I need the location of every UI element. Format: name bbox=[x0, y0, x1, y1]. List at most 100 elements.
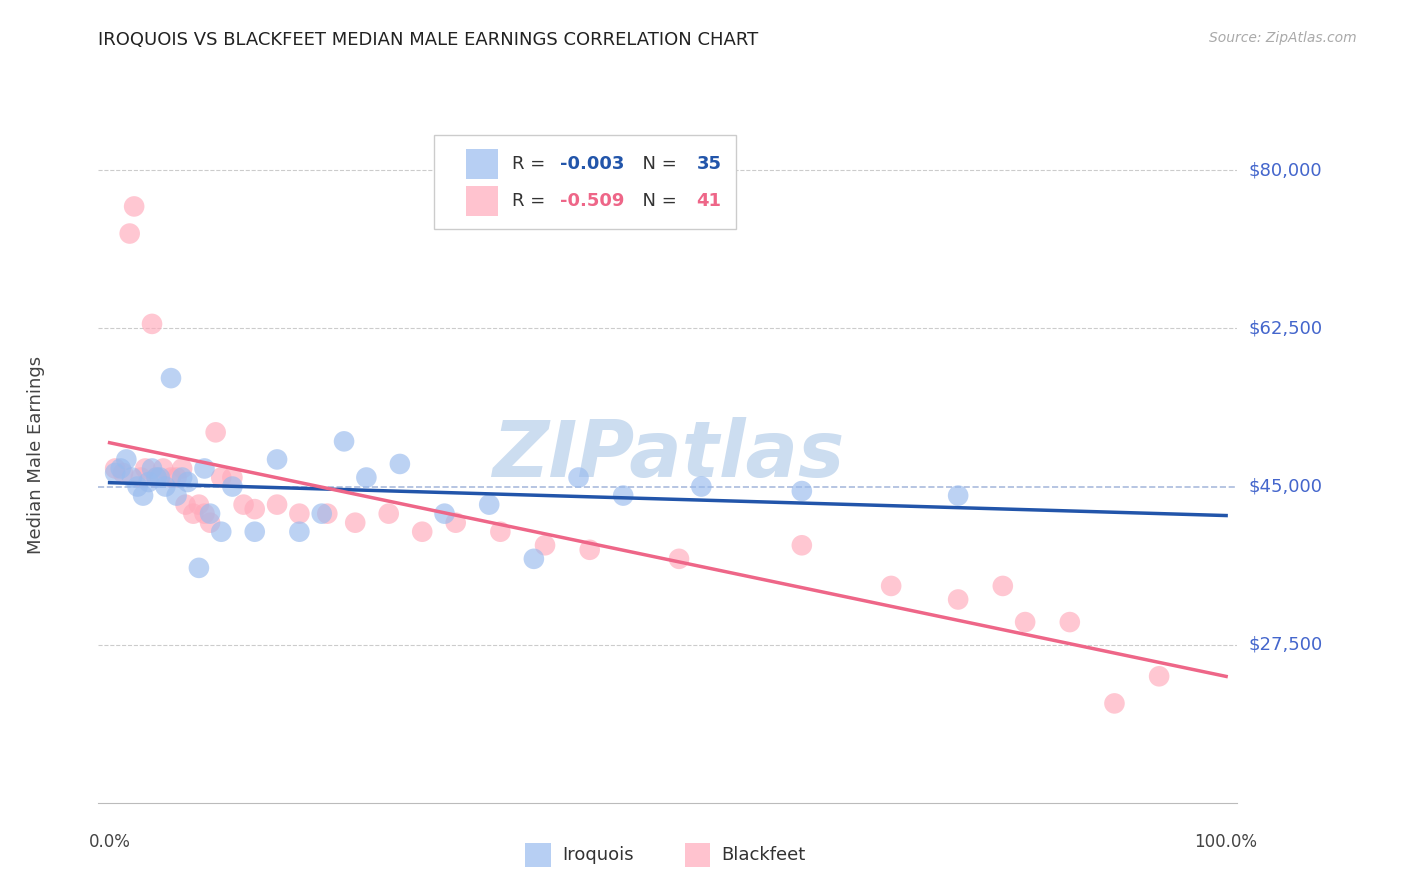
Point bbox=[187, 561, 209, 575]
Point bbox=[1059, 615, 1081, 629]
Point bbox=[489, 524, 512, 539]
Text: Iroquois: Iroquois bbox=[562, 846, 634, 864]
FancyBboxPatch shape bbox=[467, 186, 498, 216]
Point bbox=[209, 470, 232, 484]
Point bbox=[160, 470, 183, 484]
Text: -0.509: -0.509 bbox=[560, 192, 624, 210]
Point bbox=[221, 470, 243, 484]
Point bbox=[118, 227, 141, 241]
Point bbox=[534, 538, 557, 552]
Point bbox=[333, 434, 356, 449]
Text: ZIPatlas: ZIPatlas bbox=[492, 417, 844, 493]
Point bbox=[132, 489, 155, 503]
Point bbox=[668, 551, 690, 566]
Point bbox=[1147, 669, 1170, 683]
Point bbox=[145, 470, 167, 484]
FancyBboxPatch shape bbox=[467, 149, 498, 179]
Point bbox=[177, 475, 200, 489]
Text: IROQUOIS VS BLACKFEET MEDIAN MALE EARNINGS CORRELATION CHART: IROQUOIS VS BLACKFEET MEDIAN MALE EARNIN… bbox=[98, 31, 759, 49]
Text: $62,500: $62,500 bbox=[1249, 319, 1323, 337]
Point bbox=[198, 507, 221, 521]
Point bbox=[138, 475, 160, 489]
Point bbox=[266, 452, 288, 467]
Point bbox=[344, 516, 367, 530]
Point bbox=[155, 479, 177, 493]
Point bbox=[193, 461, 215, 475]
Point bbox=[946, 592, 969, 607]
Point bbox=[204, 425, 226, 440]
Point bbox=[183, 507, 205, 521]
Point bbox=[377, 507, 399, 521]
Point bbox=[316, 507, 339, 521]
Point bbox=[172, 470, 194, 484]
Text: 41: 41 bbox=[696, 192, 721, 210]
Point bbox=[880, 579, 903, 593]
Text: 100.0%: 100.0% bbox=[1195, 833, 1257, 851]
Point bbox=[567, 470, 589, 484]
Point bbox=[127, 479, 149, 493]
Point bbox=[690, 479, 713, 493]
Text: Median Male Earnings: Median Male Earnings bbox=[27, 356, 45, 554]
Text: R =: R = bbox=[512, 155, 551, 173]
Text: -0.003: -0.003 bbox=[560, 155, 624, 173]
Point bbox=[523, 551, 546, 566]
Point bbox=[160, 371, 183, 385]
Point bbox=[1104, 697, 1126, 711]
Point bbox=[612, 489, 634, 503]
Point bbox=[172, 461, 194, 475]
Point bbox=[243, 524, 266, 539]
Point bbox=[193, 507, 215, 521]
Point bbox=[433, 507, 456, 521]
Point bbox=[790, 538, 813, 552]
Point bbox=[115, 452, 138, 467]
Point bbox=[232, 498, 254, 512]
Text: N =: N = bbox=[631, 192, 683, 210]
FancyBboxPatch shape bbox=[434, 135, 737, 229]
Point bbox=[111, 466, 134, 480]
Point bbox=[145, 470, 167, 484]
Point bbox=[209, 524, 232, 539]
Point bbox=[311, 507, 333, 521]
Point bbox=[187, 498, 209, 512]
FancyBboxPatch shape bbox=[526, 843, 551, 867]
Point bbox=[134, 461, 156, 475]
Point bbox=[288, 507, 311, 521]
Point bbox=[388, 457, 411, 471]
Text: $80,000: $80,000 bbox=[1249, 161, 1322, 179]
Text: 0.0%: 0.0% bbox=[89, 833, 131, 851]
Point bbox=[1014, 615, 1036, 629]
Point bbox=[174, 498, 197, 512]
Point bbox=[991, 579, 1014, 593]
Point bbox=[166, 489, 188, 503]
Point bbox=[478, 498, 501, 512]
Point bbox=[104, 461, 127, 475]
Point bbox=[946, 489, 969, 503]
Point bbox=[129, 470, 152, 484]
Text: R =: R = bbox=[512, 192, 551, 210]
Point bbox=[121, 470, 143, 484]
Point bbox=[288, 524, 311, 539]
Point bbox=[122, 199, 145, 213]
Point bbox=[356, 470, 378, 484]
Point bbox=[444, 516, 467, 530]
Point bbox=[790, 484, 813, 499]
Point bbox=[149, 470, 172, 484]
Point bbox=[578, 542, 600, 557]
Text: N =: N = bbox=[631, 155, 683, 173]
Point bbox=[411, 524, 433, 539]
Point bbox=[141, 461, 163, 475]
Text: Blackfeet: Blackfeet bbox=[721, 846, 806, 864]
Point bbox=[104, 466, 127, 480]
Text: $27,500: $27,500 bbox=[1249, 636, 1323, 654]
Point bbox=[221, 479, 243, 493]
Point bbox=[266, 498, 288, 512]
FancyBboxPatch shape bbox=[685, 843, 710, 867]
Point bbox=[166, 470, 188, 484]
Point bbox=[198, 516, 221, 530]
Point bbox=[152, 461, 174, 475]
Point bbox=[110, 461, 132, 475]
Text: $45,000: $45,000 bbox=[1249, 477, 1323, 496]
Point bbox=[141, 317, 163, 331]
Point bbox=[243, 502, 266, 516]
Text: 35: 35 bbox=[696, 155, 721, 173]
